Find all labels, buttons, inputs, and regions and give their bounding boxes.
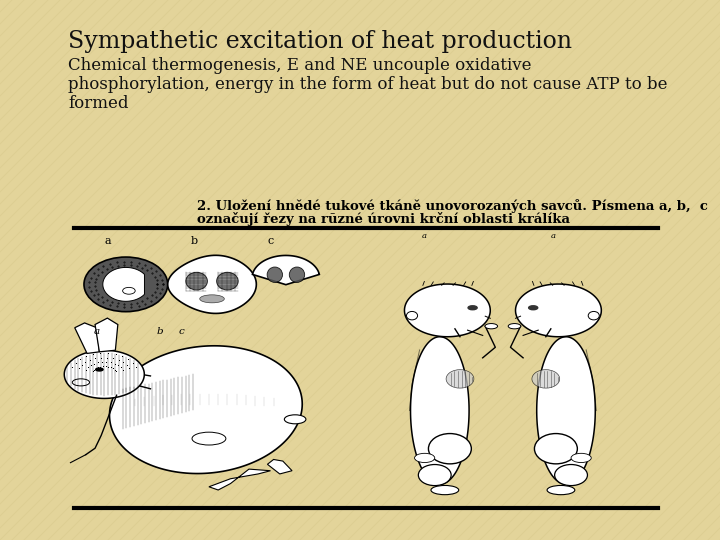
Ellipse shape: [72, 379, 89, 386]
Ellipse shape: [84, 257, 168, 312]
Ellipse shape: [446, 370, 474, 388]
Ellipse shape: [508, 323, 521, 329]
Ellipse shape: [407, 312, 418, 320]
Text: c: c: [178, 327, 184, 336]
Polygon shape: [75, 323, 99, 354]
Ellipse shape: [199, 295, 225, 303]
Ellipse shape: [554, 464, 588, 485]
Ellipse shape: [431, 485, 459, 495]
Text: Chemical thermogenesis, E and NE uncouple oxidative: Chemical thermogenesis, E and NE uncoupl…: [68, 57, 532, 73]
Text: a: a: [551, 232, 556, 240]
Text: c: c: [267, 236, 274, 246]
Ellipse shape: [96, 368, 103, 371]
Polygon shape: [410, 337, 469, 484]
Text: Sympathetic excitation of heat production: Sympathetic excitation of heat productio…: [68, 30, 572, 53]
Text: b: b: [157, 327, 163, 336]
Text: a: a: [93, 327, 99, 336]
Polygon shape: [64, 350, 144, 399]
Polygon shape: [209, 469, 271, 490]
Ellipse shape: [547, 485, 575, 495]
Polygon shape: [536, 337, 595, 484]
Ellipse shape: [528, 306, 538, 310]
Text: 2. Uložení hnědé tukové tkáně unovorozaných savců. Písmena a, b,  c: 2. Uložení hnědé tukové tkáně unovorozan…: [197, 199, 708, 213]
Ellipse shape: [415, 453, 435, 463]
Text: a: a: [421, 232, 426, 240]
Text: a: a: [104, 236, 111, 246]
Polygon shape: [95, 318, 118, 352]
Ellipse shape: [485, 323, 498, 329]
Ellipse shape: [192, 432, 226, 445]
Polygon shape: [516, 284, 601, 337]
Ellipse shape: [571, 453, 591, 463]
Ellipse shape: [534, 434, 577, 464]
Ellipse shape: [186, 272, 207, 290]
Polygon shape: [253, 255, 320, 285]
Ellipse shape: [267, 267, 282, 282]
Text: b: b: [191, 236, 197, 246]
Ellipse shape: [418, 464, 451, 485]
Ellipse shape: [428, 434, 472, 464]
Ellipse shape: [122, 287, 135, 294]
Polygon shape: [267, 460, 292, 474]
Polygon shape: [405, 284, 490, 337]
Polygon shape: [103, 267, 145, 301]
Ellipse shape: [217, 272, 238, 290]
Ellipse shape: [588, 312, 599, 320]
Ellipse shape: [468, 306, 477, 310]
Ellipse shape: [532, 370, 559, 388]
Ellipse shape: [289, 267, 305, 282]
Polygon shape: [109, 346, 302, 474]
Ellipse shape: [284, 415, 306, 424]
Text: označují řezy na rūzné úrovni krční oblasti králíka: označují řezy na rūzné úrovni krční obla…: [197, 212, 570, 226]
Polygon shape: [168, 255, 256, 313]
Text: phosphorylation, energy in the form of heat but do not cause ATP to be: phosphorylation, energy in the form of h…: [68, 76, 668, 92]
Text: formed: formed: [68, 94, 129, 111]
